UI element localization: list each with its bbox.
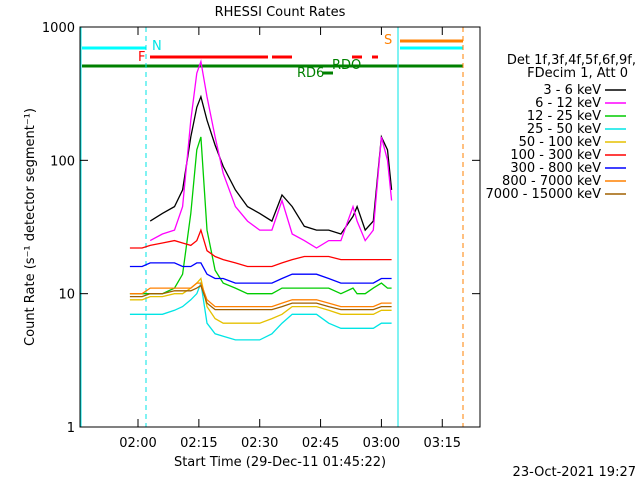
legend-label: 800 - 7000 keV <box>502 174 601 189</box>
plot-frame <box>79 26 481 428</box>
annotation: S <box>384 33 392 48</box>
x-axis-label: Start Time (29-Dec-11 01:45:22) <box>174 455 386 470</box>
y-tick-label: 1 <box>67 421 75 436</box>
legend-label: 50 - 100 keV <box>519 135 602 150</box>
series-line <box>129 284 392 311</box>
x-tick-label: 03:00 <box>363 436 400 451</box>
legend-label: 7000 - 15000 keV <box>486 187 602 202</box>
y-axis-label: Count Rate (s⁻¹ detector segment⁻¹) <box>23 108 38 346</box>
series-line <box>149 59 393 249</box>
chart-title: RHESSI Count Rates <box>215 5 346 20</box>
x-tick-label: 03:15 <box>424 436 461 451</box>
footer: 23-Oct-2021 19:27 <box>513 465 636 480</box>
x-tick-label: 02:00 <box>119 436 156 451</box>
x-tick-label: 02:15 <box>180 436 217 451</box>
legend-label: 12 - 25 keV <box>527 109 601 124</box>
annotation: N <box>152 39 162 54</box>
series-line <box>129 280 392 341</box>
y-tick-label: 10 <box>58 288 75 303</box>
legend-label: 100 - 300 keV <box>510 148 601 163</box>
annotation: RD6 <box>297 66 324 81</box>
legend-label: 3 - 6 keV <box>543 83 601 98</box>
legend-label: 6 - 12 keV <box>535 96 601 111</box>
x-tick-label: 02:45 <box>302 436 339 451</box>
legend-title: FDecim 1, Att 0 <box>527 66 628 81</box>
state-bars <box>80 27 464 427</box>
series-line <box>129 136 392 295</box>
x-tick-label: 02:30 <box>241 436 278 451</box>
series-line <box>129 282 392 308</box>
series-line <box>129 277 392 324</box>
legend-label: 300 - 800 keV <box>510 161 601 176</box>
series-line <box>129 262 392 284</box>
annotation: F <box>138 50 145 65</box>
legend-label: 25 - 50 keV <box>527 122 601 137</box>
series-line <box>149 94 393 235</box>
legend-title: Det 1f,3f,4f,5f,6f,9f, <box>507 53 636 68</box>
y-tick-label: 1000 <box>42 21 75 36</box>
y-tick-label: 100 <box>50 154 75 169</box>
annotation: RDO <box>332 58 361 73</box>
series-line <box>129 228 392 268</box>
